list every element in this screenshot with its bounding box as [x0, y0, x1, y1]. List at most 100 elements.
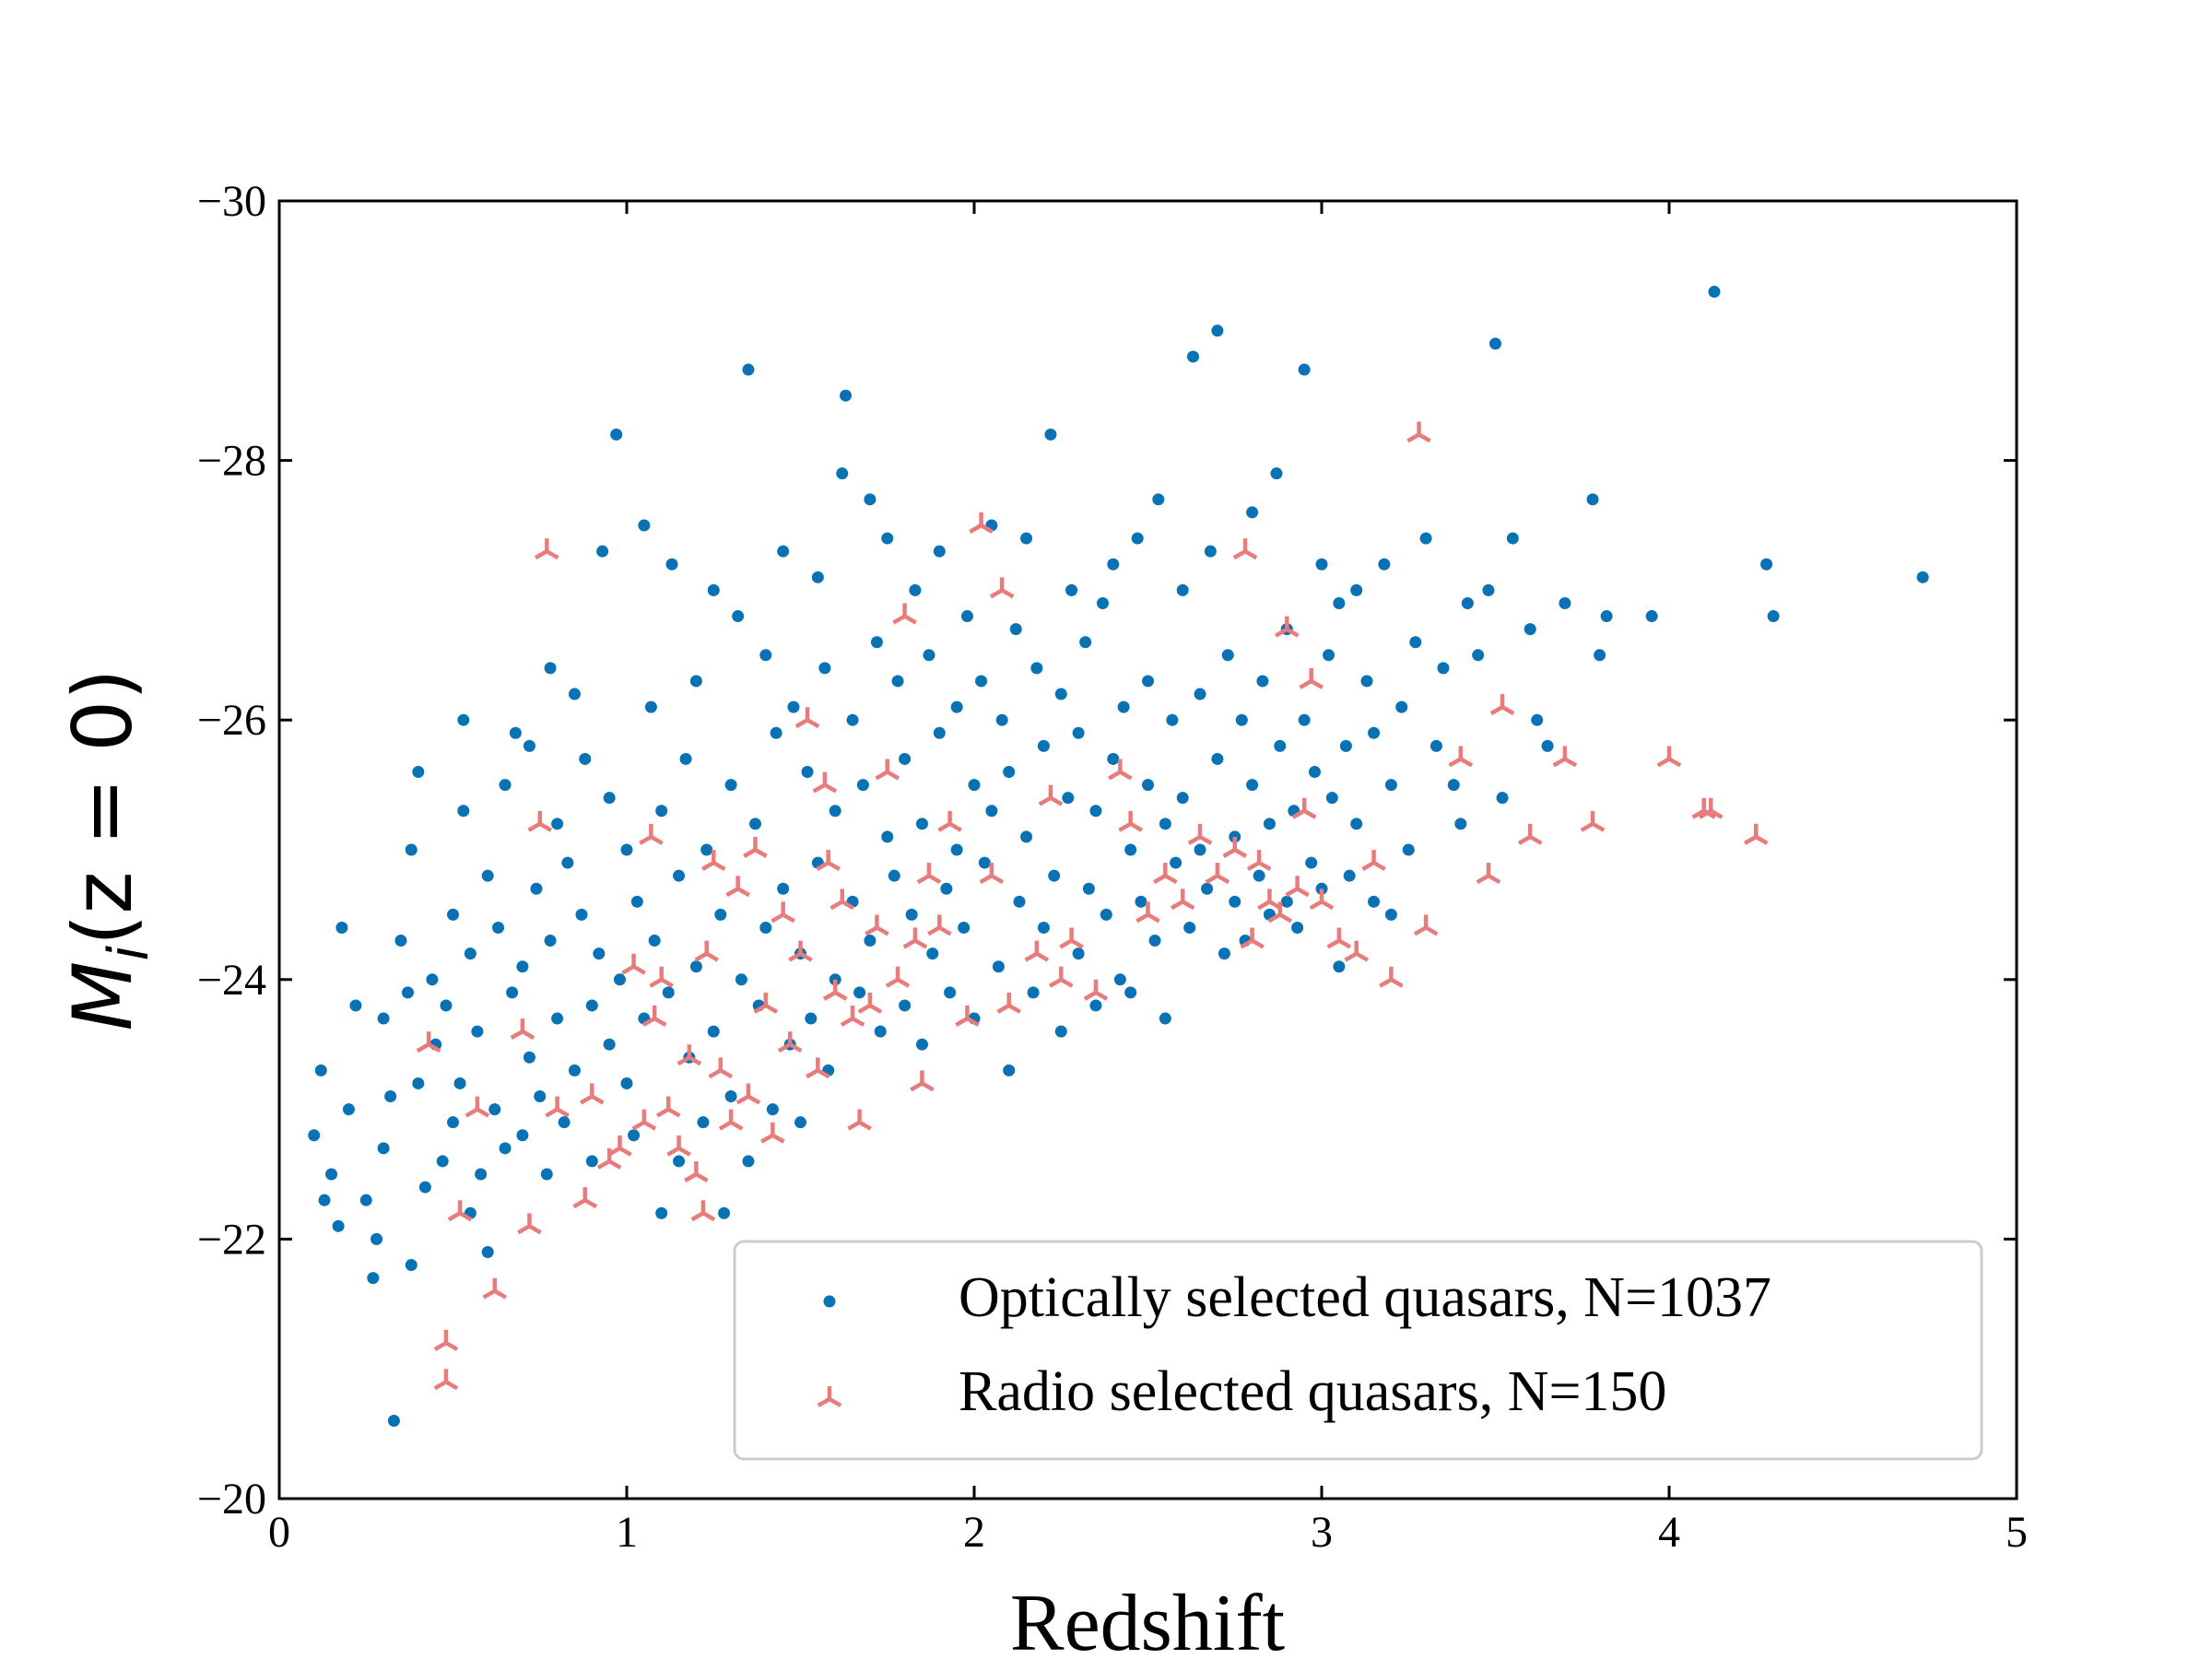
radio-quasar-point: [517, 1213, 542, 1235]
x-axis-label: Redshift: [1010, 1579, 1285, 1659]
radio-quasar-point: [771, 901, 795, 924]
y-axis-label-main: M: [55, 961, 150, 1031]
optical-quasar-point: [1089, 999, 1102, 1012]
optical-quasar-point: [1124, 843, 1137, 856]
optical-quasar-point: [575, 908, 588, 921]
series-radio: [416, 421, 1769, 1391]
radio-quasar-point: [830, 888, 855, 911]
optical-quasar-point: [540, 1168, 553, 1181]
optical-quasar-point: [829, 805, 841, 818]
optical-quasar-point: [888, 869, 900, 882]
optical-quasar-point: [1291, 921, 1304, 934]
optical-quasar-point: [620, 1077, 633, 1089]
radio-quasar-point: [1205, 863, 1230, 885]
radio-quasar-point: [969, 512, 994, 534]
optical-quasar-point: [766, 1103, 779, 1116]
radio-quasar-point: [639, 823, 664, 845]
radio-quasar-point: [534, 538, 559, 560]
optical-quasar-point: [1600, 610, 1613, 623]
optical-quasar-point: [759, 921, 772, 934]
radio-quasar-point: [916, 863, 942, 885]
radio-quasar-point: [875, 759, 900, 781]
optical-quasar-point: [707, 583, 720, 596]
optical-quasar-point: [453, 1077, 466, 1089]
optical-quasar-point: [1037, 921, 1050, 934]
optical-quasar-point: [308, 1129, 321, 1142]
radio-quasar-point: [1135, 901, 1160, 924]
radio-quasar-point: [1656, 746, 1682, 768]
optical-quasar-point: [464, 947, 477, 960]
radio-quasar-point: [684, 1161, 709, 1182]
optical-quasar-point: [471, 1025, 484, 1038]
optical-quasar-point: [1089, 805, 1102, 818]
optical-quasar-point: [933, 726, 946, 739]
optical-quasar-point: [1027, 986, 1040, 999]
optical-quasar-point: [697, 1116, 710, 1129]
optical-quasar-point: [801, 766, 814, 779]
x-tick-label: 4: [1658, 1508, 1680, 1557]
radio-quasar-point: [527, 810, 553, 832]
optical-quasar-point: [950, 843, 963, 856]
radio-quasar-point: [1038, 784, 1064, 806]
optical-quasar-point: [1117, 700, 1130, 713]
optical-quasar-point: [579, 752, 592, 765]
optical-quasar-point: [975, 675, 988, 688]
x-tick-label: 5: [2006, 1508, 2028, 1557]
radio-quasar-point: [708, 1057, 734, 1079]
legend-dot-optical: [823, 1295, 836, 1308]
optical-quasar-point: [770, 726, 782, 739]
optical-quasar-point: [638, 519, 651, 532]
optical-quasar-point: [620, 843, 633, 856]
optical-quasar-point: [1263, 818, 1276, 830]
optical-quasar-point: [603, 1038, 616, 1051]
optical-quasar-point: [794, 1116, 806, 1129]
optical-quasar-point: [1148, 935, 1161, 947]
optical-quasar-point: [447, 908, 459, 921]
optical-quasar-point: [673, 1155, 686, 1168]
optical-quasar-point: [829, 973, 841, 986]
optical-quasar-point: [846, 713, 859, 726]
optical-quasar-point: [805, 1012, 818, 1025]
radio-quasar-point: [1222, 837, 1248, 858]
optical-quasar-point: [881, 532, 894, 545]
optical-quasar-point: [1107, 558, 1120, 571]
optical-quasar-point: [899, 999, 912, 1012]
optical-quasar-point: [516, 1129, 529, 1142]
optical-quasar-point: [1176, 792, 1189, 805]
radio-quasar-point: [989, 577, 1015, 599]
optical-quasar-point: [1194, 843, 1206, 856]
optical-quasar-point: [787, 700, 800, 713]
radio-quasar-point: [1187, 823, 1213, 845]
legend-marker-radio: [817, 1386, 842, 1407]
optical-quasar-point: [1187, 350, 1200, 363]
optical-quasar-point: [440, 999, 453, 1012]
optical-quasar-point: [960, 610, 973, 623]
radio-quasar-point: [892, 603, 917, 625]
radio-quasar-point: [1246, 850, 1272, 872]
optical-quasar-point: [777, 882, 790, 895]
radio-quasar-point: [753, 992, 779, 1014]
optical-quasar-point: [665, 558, 678, 571]
optical-quasar-point: [1048, 869, 1061, 882]
optical-quasar-point: [1323, 649, 1335, 662]
optical-quasar-point: [475, 1168, 488, 1181]
optical-quasar-point: [1218, 947, 1230, 960]
x-axis: 0 1 2 3 4 5: [268, 201, 2028, 1557]
radio-quasar-point: [857, 992, 883, 1014]
radio-quasar-point: [1448, 746, 1474, 768]
optical-quasar-point: [1274, 739, 1287, 752]
y-tick-label: −30: [197, 177, 266, 226]
optical-quasar-point: [853, 986, 866, 999]
optical-quasar-point: [836, 467, 849, 480]
radio-quasar-point: [865, 914, 889, 936]
radio-quasar-point: [926, 914, 952, 936]
optical-quasar-point: [1767, 610, 1780, 623]
radio-quasar-point: [1059, 927, 1084, 949]
radio-quasar-point: [572, 1187, 598, 1209]
optical-quasar-point: [1506, 532, 1519, 545]
optical-quasar-point: [412, 766, 425, 779]
radio-quasar-point: [1406, 421, 1431, 443]
radio-quasar-point: [1489, 694, 1515, 716]
radio-quasar-point: [1326, 927, 1352, 949]
